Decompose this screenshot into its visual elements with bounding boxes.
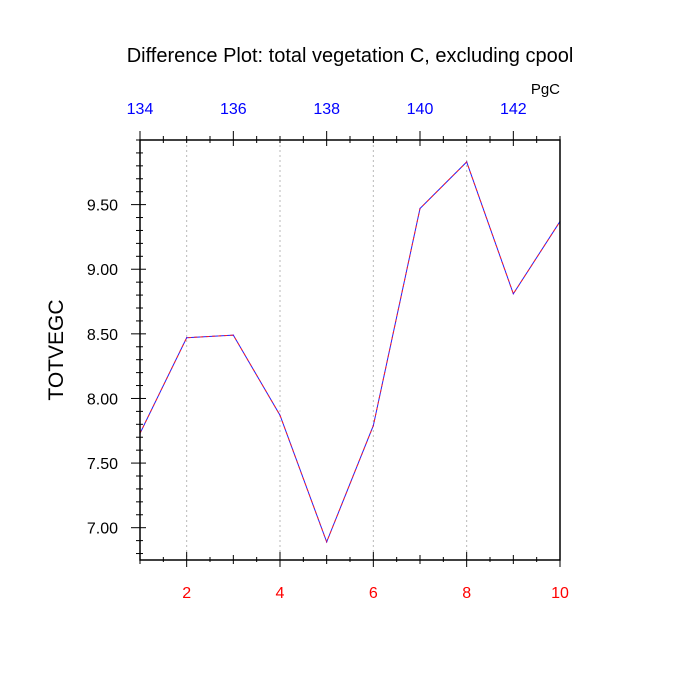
- y-tick-label: 9.50: [87, 198, 118, 215]
- data-point: [326, 541, 328, 543]
- top-tick-label: 136: [220, 101, 247, 118]
- y-axis-label: TOTVEGC: [45, 299, 68, 400]
- tick-labels: 2 4 6 8 10 134 136 138 140 142 7.00 7.50 8.00 8.50 9.0…: [87, 101, 569, 602]
- top-tick-label: 142: [500, 101, 527, 118]
- series-line: [139, 161, 561, 544]
- plot-frame: [139, 139, 561, 561]
- x-tick-label: 6: [369, 585, 378, 602]
- y-tick-label: 9.00: [87, 262, 118, 279]
- top-tick-label: 138: [313, 101, 340, 118]
- top-tick-label: 140: [407, 101, 434, 118]
- x-tick-label: 4: [276, 585, 285, 602]
- series-layer: [139, 161, 561, 544]
- data-point: [186, 337, 188, 339]
- chart-title: Difference Plot: total vegetation C, exc…: [127, 45, 574, 67]
- y-tick-label: 8.50: [87, 327, 118, 344]
- grid-lines: [186, 140, 468, 560]
- tick-marks: [131, 131, 561, 567]
- data-point: [466, 161, 468, 163]
- data-point: [232, 334, 234, 336]
- data-point: [279, 414, 281, 416]
- y-tick-label: 8.00: [87, 391, 118, 408]
- x-tick-label: 2: [182, 585, 191, 602]
- top-tick-label: 134: [127, 101, 154, 118]
- data-point: [419, 207, 421, 210]
- data-point: [372, 425, 374, 427]
- x-tick-label: 10: [551, 585, 569, 602]
- units-label: PgC: [531, 81, 560, 98]
- y-tick-label: 7.00: [87, 521, 118, 538]
- y-tick-label: 7.50: [87, 456, 118, 473]
- data-point: [512, 293, 514, 295]
- series-line-base: [139, 161, 561, 544]
- x-tick-label: 8: [462, 585, 471, 602]
